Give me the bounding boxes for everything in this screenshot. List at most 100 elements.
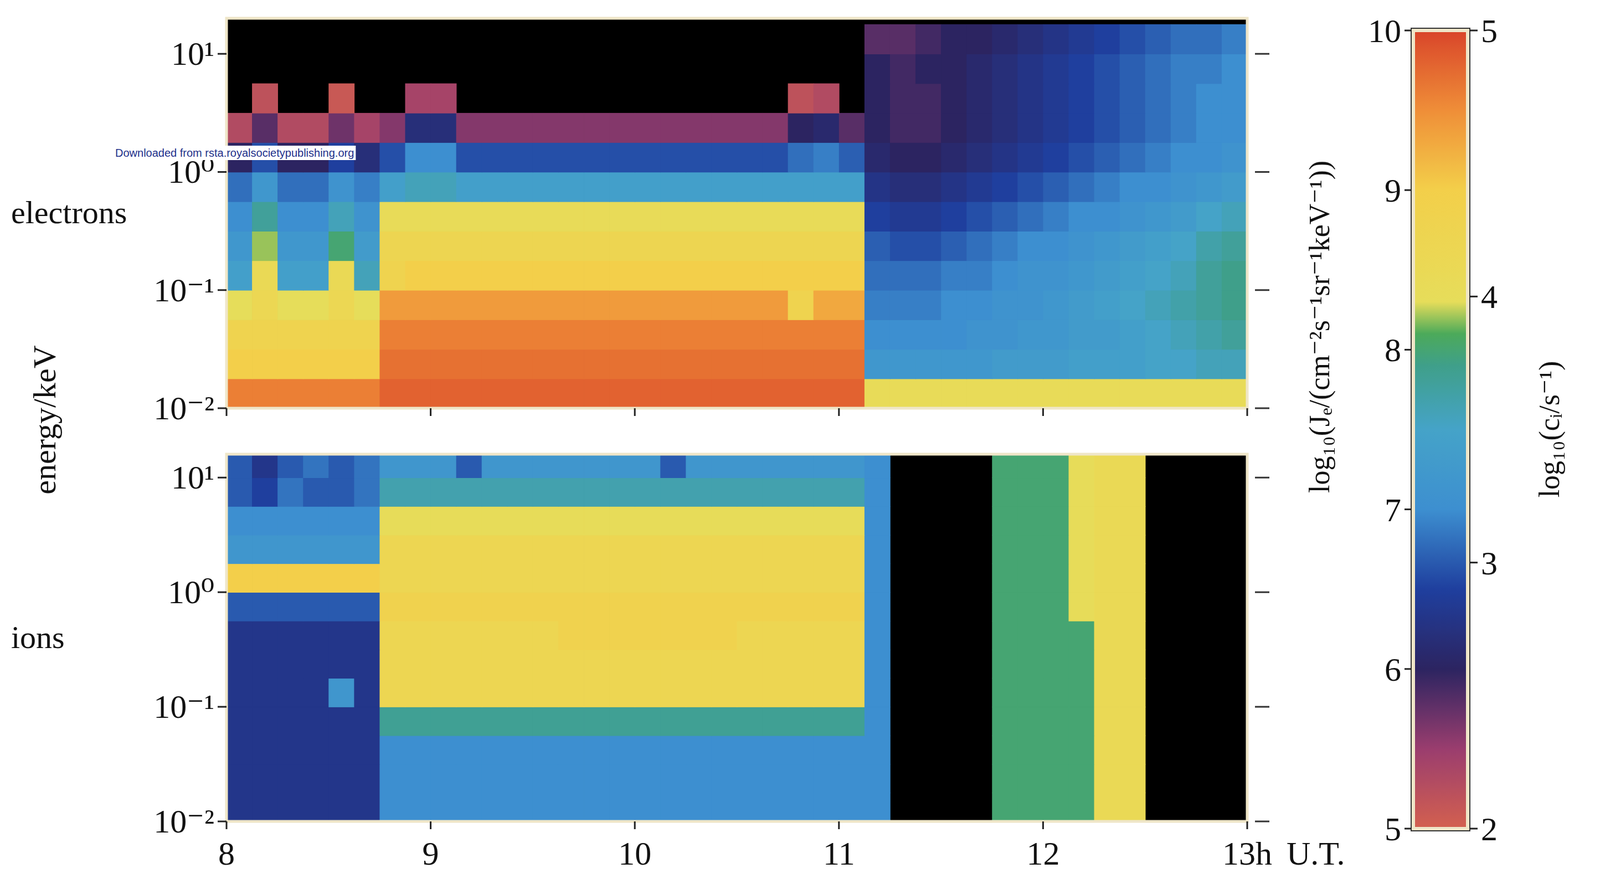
heat-cell bbox=[532, 230, 559, 261]
heat-cell bbox=[1094, 534, 1121, 564]
heat-cell bbox=[762, 260, 789, 291]
heat-cell bbox=[813, 506, 840, 536]
heat-cell bbox=[609, 477, 636, 507]
heat-cell bbox=[1221, 112, 1248, 143]
heat-cell bbox=[1017, 290, 1044, 321]
heat-cell bbox=[991, 454, 1018, 478]
heat-cell bbox=[634, 735, 661, 765]
colorbar-tick-right bbox=[1469, 295, 1478, 298]
heat-cell bbox=[660, 534, 687, 564]
panel-label: electrons bbox=[11, 194, 127, 231]
heat-cell bbox=[1196, 319, 1223, 350]
heat-cell bbox=[889, 171, 917, 202]
heat-cell bbox=[251, 378, 279, 409]
heat-cell bbox=[430, 563, 457, 593]
heat-cell bbox=[1221, 201, 1248, 232]
heat-cell bbox=[251, 792, 279, 822]
heat-cell bbox=[379, 454, 406, 478]
heat-cell bbox=[583, 319, 610, 350]
heat-cell bbox=[405, 735, 432, 765]
heat-cell bbox=[328, 764, 355, 794]
heat-cell bbox=[302, 171, 329, 202]
heat-cell bbox=[762, 592, 789, 622]
heat-cell bbox=[1094, 506, 1121, 536]
heat-cell bbox=[583, 706, 610, 737]
heat-cell bbox=[940, 24, 967, 55]
heat-cell bbox=[634, 112, 661, 143]
heat-cell bbox=[379, 706, 406, 737]
heat-cell bbox=[685, 290, 712, 321]
heat-cell bbox=[456, 112, 483, 143]
heat-cell bbox=[864, 592, 891, 622]
heat-cell bbox=[1221, 378, 1248, 409]
heat-cell bbox=[353, 454, 380, 478]
heat-cell bbox=[226, 735, 253, 765]
heat-cell bbox=[1017, 534, 1044, 564]
heat-cell bbox=[302, 764, 329, 794]
heat-cell bbox=[302, 649, 329, 679]
heat-cell bbox=[634, 677, 661, 708]
heat-cell bbox=[711, 477, 738, 507]
heat-cell bbox=[328, 83, 355, 114]
heat-cell bbox=[685, 620, 712, 651]
heat-cell bbox=[991, 620, 1018, 651]
heat-cell bbox=[1094, 348, 1121, 379]
heat-cell bbox=[251, 319, 279, 350]
heat-cell bbox=[991, 735, 1018, 765]
x-tick bbox=[1042, 821, 1044, 830]
heat-cell bbox=[991, 112, 1018, 143]
heat-cell bbox=[839, 378, 866, 409]
heat-cell bbox=[685, 378, 712, 409]
heat-cell bbox=[251, 764, 279, 794]
heat-cell bbox=[507, 454, 534, 478]
heat-cell bbox=[328, 677, 355, 708]
heat-cell bbox=[226, 378, 253, 409]
heat-cell bbox=[583, 201, 610, 232]
heat-cell bbox=[915, 142, 942, 173]
heat-cell bbox=[558, 677, 585, 708]
heat-cell bbox=[711, 171, 738, 202]
heat-cell bbox=[915, 53, 942, 84]
heat-cell bbox=[788, 649, 815, 679]
heat-cell bbox=[813, 260, 840, 291]
heat-cell bbox=[1068, 592, 1095, 622]
heat-cell bbox=[1094, 112, 1121, 143]
heat-cell bbox=[1094, 319, 1121, 350]
x-tick-label: 12 bbox=[1026, 835, 1060, 872]
heat-cell bbox=[507, 112, 534, 143]
heat-cell bbox=[685, 454, 712, 478]
heat-cell bbox=[609, 735, 636, 765]
heat-cell bbox=[839, 171, 866, 202]
heat-cell bbox=[405, 649, 432, 679]
heat-cell bbox=[634, 454, 661, 478]
heat-cell bbox=[507, 735, 534, 765]
heat-cell bbox=[1068, 454, 1095, 478]
heat-cell bbox=[1119, 378, 1146, 409]
y-tick-right bbox=[1254, 476, 1270, 479]
heat-cell bbox=[762, 171, 789, 202]
heat-cell bbox=[1119, 506, 1146, 536]
heat-cell bbox=[660, 171, 687, 202]
heat-cell bbox=[456, 592, 483, 622]
heat-cell bbox=[966, 53, 993, 84]
heat-cell bbox=[1017, 142, 1044, 173]
heat-cell bbox=[839, 620, 866, 651]
heat-cell bbox=[1042, 706, 1069, 737]
heat-cell bbox=[226, 201, 253, 232]
heat-cell bbox=[991, 563, 1018, 593]
heat-cell bbox=[226, 764, 253, 794]
heat-cell bbox=[685, 477, 712, 507]
heat-cell bbox=[788, 348, 815, 379]
heat-cell bbox=[353, 142, 380, 173]
heat-cell bbox=[1068, 260, 1095, 291]
heat-cell bbox=[328, 290, 355, 321]
heat-cell bbox=[481, 171, 508, 202]
heat-cell bbox=[1068, 142, 1095, 173]
heat-cell bbox=[1017, 592, 1044, 622]
heat-cell bbox=[966, 112, 993, 143]
heat-cell bbox=[1094, 260, 1121, 291]
heat-cell bbox=[1068, 378, 1095, 409]
heat-cell bbox=[507, 348, 534, 379]
heat-cell bbox=[839, 260, 866, 291]
heat-cell bbox=[1068, 764, 1095, 794]
